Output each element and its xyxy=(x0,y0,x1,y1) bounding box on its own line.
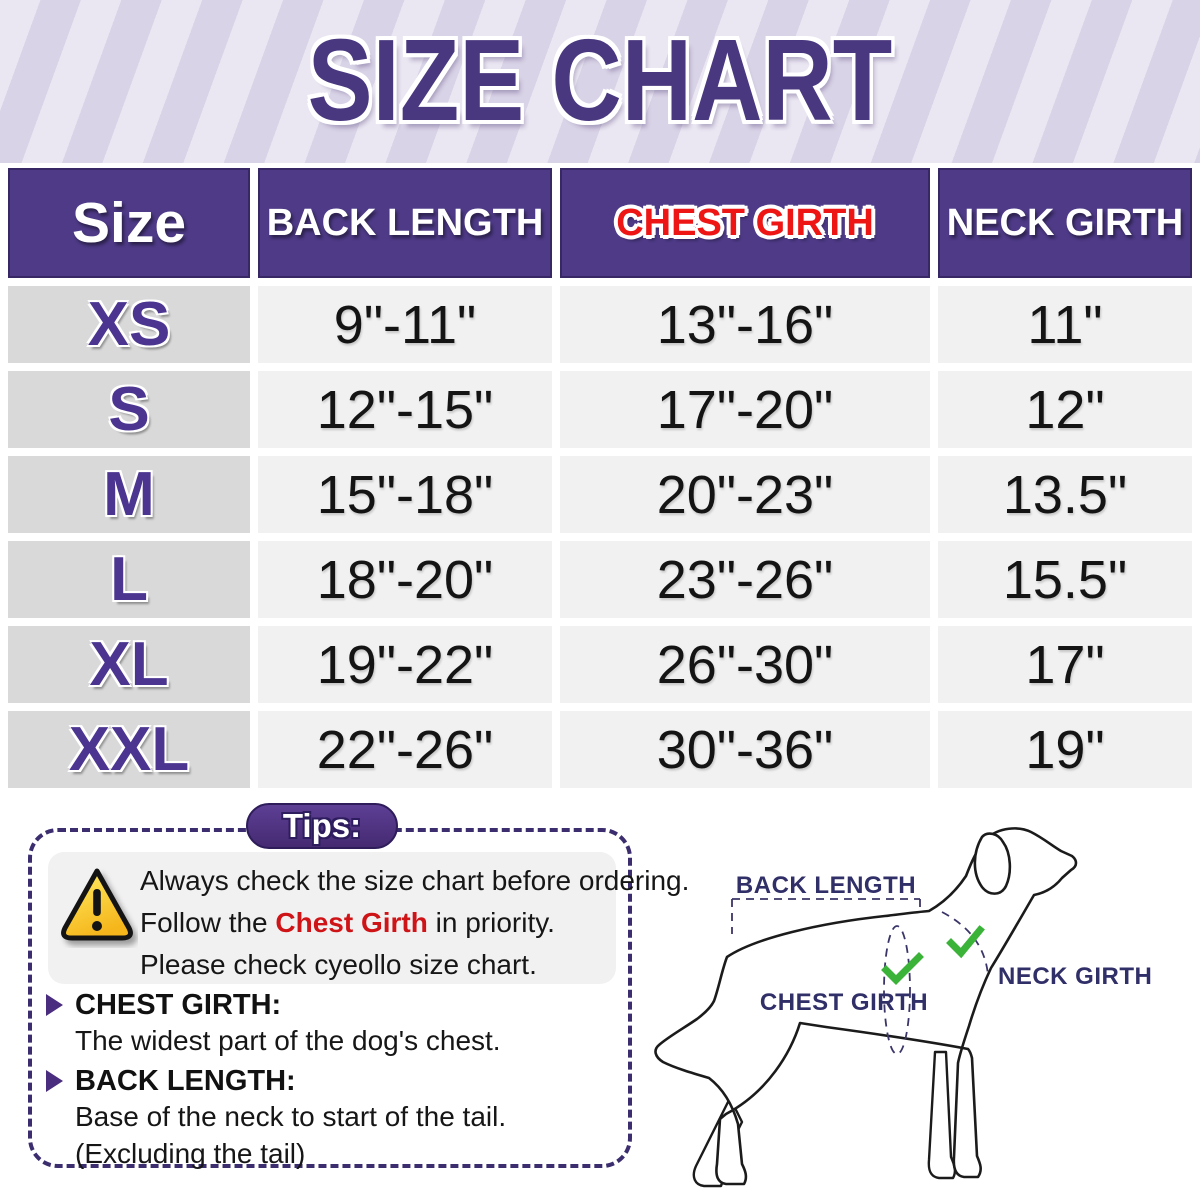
back-length-diagram-label: BACK LENGTH xyxy=(736,872,916,899)
back-length-cell-xs: 9"-11" xyxy=(258,286,552,363)
tips-line-2: Follow the Chest Girth in priority. xyxy=(140,907,555,938)
chest-girth-cell-m: 20"-23" xyxy=(560,456,930,533)
back-length-bracket xyxy=(731,898,921,934)
striped-banner xyxy=(0,0,1200,163)
page-title: SIZE CHART xyxy=(307,15,893,145)
dog-measurement-diagram: BACK LENGTH CHEST GIRTH NECK GIRTH xyxy=(630,800,1200,1200)
tips-text: Always check the size chart before order… xyxy=(140,860,690,986)
size-cell-s: S xyxy=(8,371,250,448)
size-table: Size BACK LENGTH CHEST GIRTH NECK GIRTH … xyxy=(8,168,1192,788)
size-cell-l: L xyxy=(8,541,250,618)
back-length-cell-xxl: 22"-26" xyxy=(258,711,552,788)
column-header-neck-girth: NECK GIRTH xyxy=(938,168,1192,278)
chest-girth-definition-heading: CHEST GIRTH: xyxy=(75,989,282,1021)
back-length-definition-note: (Excluding the tail) xyxy=(75,1138,306,1169)
chest-girth-cell-l: 23"-26" xyxy=(560,541,930,618)
chest-girth-diagram-label: CHEST GIRTH xyxy=(760,989,928,1016)
size-cell-xxl: XXL xyxy=(8,711,250,788)
size-cell-xl: XL xyxy=(8,626,250,703)
tips-note-panel: Always check the size chart before order… xyxy=(48,852,690,986)
size-cell-xs: XS xyxy=(8,286,250,363)
tips-line-1: Always check the size chart before order… xyxy=(140,865,690,896)
tips-line-3: Please check cyeollo size chart. xyxy=(140,949,537,980)
neck-girth-cell-l: 15.5" xyxy=(938,541,1192,618)
back-length-cell-m: 15"-18" xyxy=(258,456,552,533)
size-cell-m: M xyxy=(8,456,250,533)
green-check-icon xyxy=(881,925,985,985)
back-length-definition-body: Base of the neck to start of the tail. xyxy=(75,1101,507,1132)
chest-girth-cell-xl: 26"-30" xyxy=(560,626,930,703)
chest-girth-cell-xs: 13"-16" xyxy=(560,286,930,363)
column-header-back-length: BACK LENGTH xyxy=(258,168,552,278)
column-header-size: Size xyxy=(8,168,250,278)
back-length-cell-xl: 19"-22" xyxy=(258,626,552,703)
back-length-cell-l: 18"-20" xyxy=(258,541,552,618)
arrow-bullet-icon xyxy=(46,1070,63,1092)
neck-girth-cell-xs: 11" xyxy=(938,286,1192,363)
arrow-bullet-icon xyxy=(46,994,63,1016)
dog-outline xyxy=(654,827,1078,1186)
neck-girth-cell-m: 13.5" xyxy=(938,456,1192,533)
dog-ear xyxy=(973,832,1012,895)
column-header-chest-girth: CHEST GIRTH xyxy=(560,168,930,278)
back-length-cell-s: 12"-15" xyxy=(258,371,552,448)
chest-girth-cell-s: 17"-20" xyxy=(560,371,930,448)
chest-girth-definition-body: The widest part of the dog's chest. xyxy=(75,1025,501,1056)
back-length-definition-heading: BACK LENGTH: xyxy=(75,1065,296,1097)
neck-girth-cell-xl: 17" xyxy=(938,626,1192,703)
back-length-definition: BACK LENGTH: Base of the neck to start o… xyxy=(46,1064,506,1172)
neck-girth-cell-xxl: 19" xyxy=(938,711,1192,788)
warning-triangle-icon xyxy=(56,864,138,948)
neck-girth-cell-s: 12" xyxy=(938,371,1192,448)
chest-girth-emphasis: Chest Girth xyxy=(275,907,428,938)
chest-girth-ellipse xyxy=(883,925,911,1055)
tips-badge: Tips: xyxy=(246,803,398,849)
chest-girth-cell-xxl: 30"-36" xyxy=(560,711,930,788)
chest-girth-definition: CHEST GIRTH: The widest part of the dog'… xyxy=(46,988,501,1059)
neck-girth-diagram-label: NECK GIRTH xyxy=(998,963,1152,990)
